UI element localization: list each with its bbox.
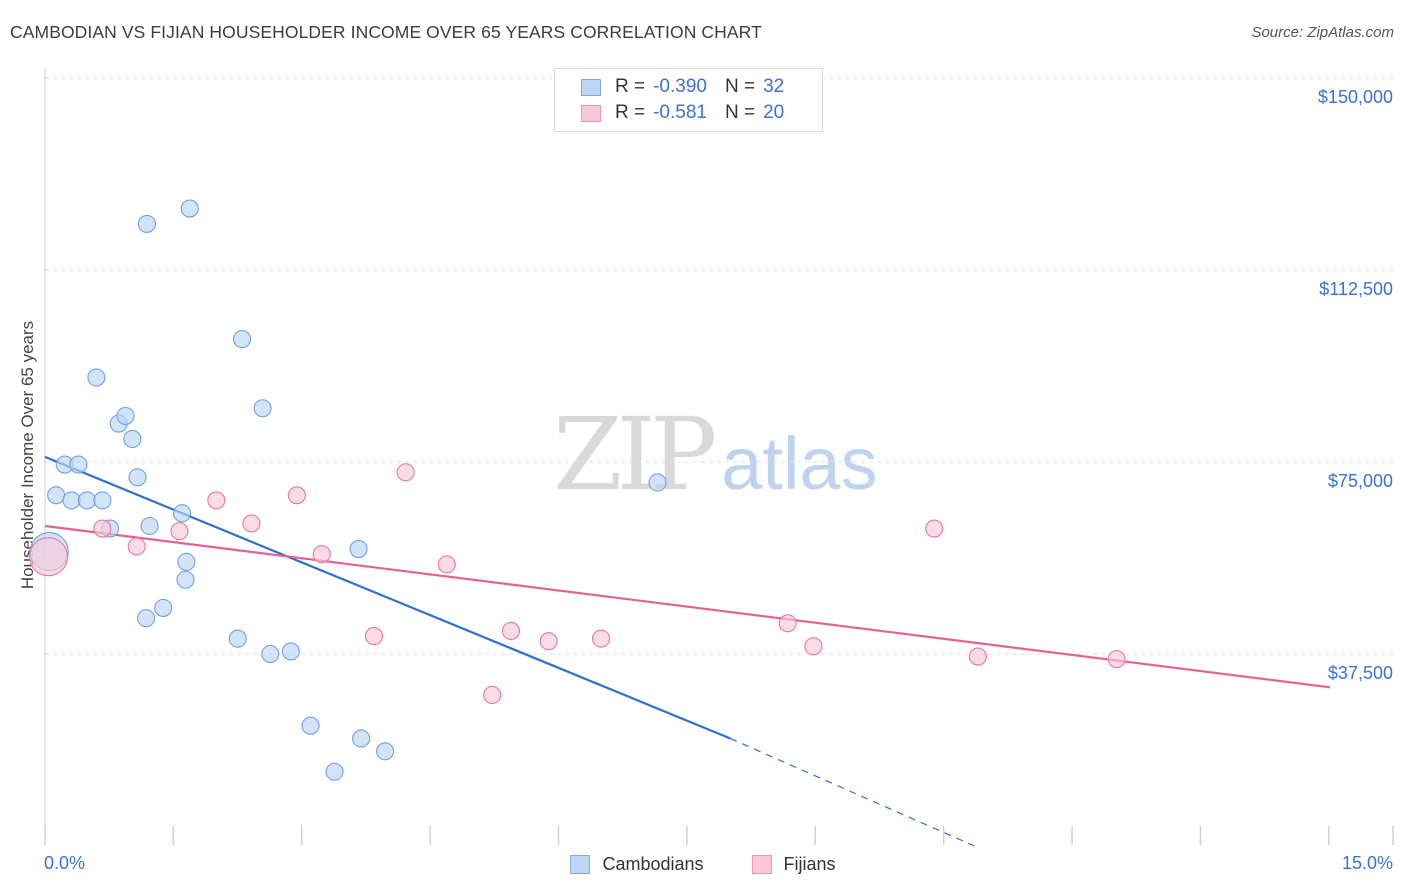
cambodian-point <box>47 486 66 505</box>
axes <box>44 68 1394 845</box>
cambodian-point <box>62 491 81 510</box>
grid-lines <box>45 77 1395 655</box>
fijian-point <box>170 522 189 541</box>
y-tick-label: $75,000 <box>1328 471 1393 491</box>
fijian-point <box>28 537 68 577</box>
fijian-point <box>591 629 611 648</box>
trend-lines <box>44 455 1331 847</box>
data-points <box>28 199 1126 781</box>
cambodian-point <box>281 642 300 661</box>
fijian-point <box>242 514 261 533</box>
fijian-point <box>925 519 944 538</box>
series-legend: Cambodians Fijians <box>0 852 1406 876</box>
legend-row-fijians: R = -0.581 N = 20 <box>581 101 784 125</box>
cambodian-point <box>87 368 106 387</box>
legend-item-cambodians[interactable]: Cambodians <box>570 853 704 875</box>
legend-label: Cambodians <box>602 853 704 874</box>
r-value: -0.581 <box>653 102 707 123</box>
y-tick-label: $112,500 <box>1319 279 1393 299</box>
cambodian-point <box>116 406 135 425</box>
cambodian-point <box>232 330 252 349</box>
source-credit: Source: ZipAtlas.com <box>1251 24 1394 41</box>
cambodian-point <box>128 468 147 487</box>
fijian-point <box>127 537 146 556</box>
cambodian-point <box>352 729 371 748</box>
cambodian-point <box>173 504 192 523</box>
fijian-point <box>396 463 415 482</box>
fijian-point <box>968 647 987 666</box>
legend-swatch-blue <box>581 78 601 96</box>
fijian-point <box>364 627 384 646</box>
cambodian-point <box>123 429 142 449</box>
legend-row-cambodians: R = -0.390 N = 32 <box>581 75 784 99</box>
cambodian-point <box>261 644 280 664</box>
legend-swatch-blue <box>570 854 591 874</box>
y-tick-label: $37,500 <box>1328 663 1393 683</box>
n-value: 20 <box>763 102 785 123</box>
cambodian-point <box>176 570 195 589</box>
cambodian-point <box>180 199 199 218</box>
correlation-legend: R = -0.390 N = 32 R = -0.581 N = 20 <box>554 68 823 132</box>
y-tick-label: $150,000 <box>1318 87 1393 107</box>
legend-swatch-pink <box>751 854 772 874</box>
r-value: -0.390 <box>653 76 707 97</box>
fijian-point <box>207 491 226 510</box>
legend-swatch-pink <box>581 104 601 122</box>
fijian-point <box>437 555 456 574</box>
legend-label: Fijians <box>783 853 836 874</box>
r-label: R = <box>615 76 646 97</box>
fijian-point <box>539 632 558 651</box>
cambodian-point <box>140 516 159 536</box>
fijian-point <box>1107 650 1126 669</box>
cambodian-point <box>154 598 173 617</box>
fijian-point <box>312 545 331 564</box>
cambodian-point <box>253 399 272 418</box>
cambodian-point <box>137 214 156 233</box>
cambodian-point <box>228 629 247 648</box>
cambodian-trend-line <box>44 455 731 740</box>
x-tick-label: 15.0% <box>1342 853 1393 873</box>
r-label: R = <box>615 102 646 123</box>
fijian-point <box>501 621 521 641</box>
cambodian-point <box>349 539 368 559</box>
cambodian-point <box>376 742 395 761</box>
n-label: N = <box>724 102 756 123</box>
fijian-point <box>93 519 112 538</box>
cambodian-point <box>137 609 156 628</box>
n-label: N = <box>724 76 756 97</box>
cambodian-point <box>77 491 97 510</box>
fijian-point <box>483 685 502 705</box>
chart-title: CAMBODIAN VS FIJIAN HOUSEHOLDER INCOME O… <box>10 22 762 42</box>
cambodian-point <box>93 491 112 510</box>
cambodian-point <box>648 473 667 492</box>
fijian-point <box>287 486 306 505</box>
fijian-trend-line <box>44 524 1331 689</box>
tick-labels: $37,500 $75,000 $112,500 $150,000 0.0% 15.0% <box>44 87 1393 873</box>
x-tick-label: 0.0% <box>44 853 85 873</box>
n-value: 32 <box>763 76 785 97</box>
fijian-point <box>804 637 823 656</box>
cambodian-point <box>301 716 320 735</box>
cambodian-point <box>177 552 196 571</box>
cambodian-point <box>325 762 344 781</box>
cambodian-trend-extension <box>730 737 975 847</box>
legend-item-fijians[interactable]: Fijians <box>751 853 836 875</box>
fijian-point <box>778 614 797 633</box>
cambodian-point <box>69 455 88 474</box>
